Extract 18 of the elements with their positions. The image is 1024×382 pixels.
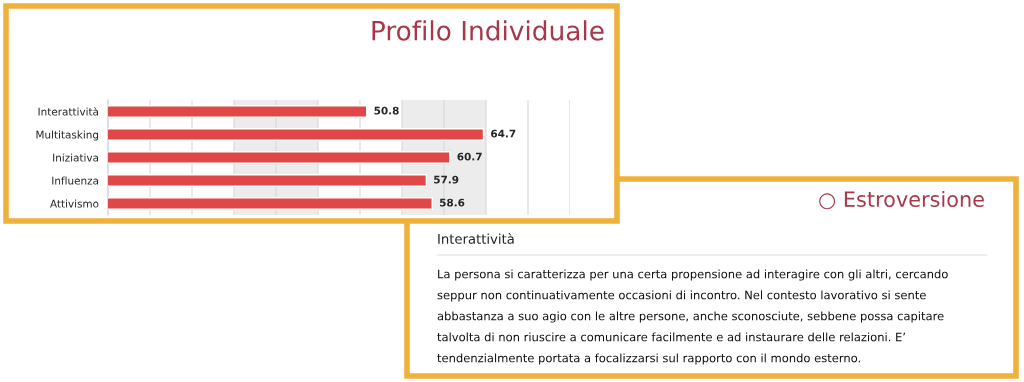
- text: tendenzialmente portata a focalizzarsi sul rapporto con il mondo esterno.: [437, 353, 860, 365]
- y-tick-label: Influenza: [52, 176, 99, 185]
- data-label: 64.7: [491, 129, 516, 138]
- text: La persona si caratterizza per una certa propensione ad interagire con gli altri, cercando: [438, 269, 948, 281]
- y-tick-label: Iniziativa: [53, 153, 99, 162]
- chart-title: Profilo Individuale: [372, 20, 604, 41]
- data-label: 57.9: [434, 175, 459, 184]
- text: seppur non continuativamente occasioni di incontro. Nel contesto lavorativo si sente: [437, 290, 926, 302]
- y-tick-label: Interattività: [38, 107, 99, 116]
- text: ○ Estroversione: [819, 190, 984, 210]
- data-label: 50.8: [374, 106, 399, 115]
- text: abbastanza a suo agio con le altre persone, anche sconosciute, sebbene possa capitare: [437, 311, 944, 323]
- data-label: 60.7: [457, 152, 482, 161]
- y-tick-label: Multitasking: [36, 130, 99, 141]
- text: talvolta di non riuscire a comunicare facilmente e ad instaurare delle relazioni. E’: [437, 332, 905, 342]
- y-tick-label: Attivismo: [50, 199, 99, 208]
- data-label: 58.6: [439, 198, 465, 207]
- text: Interattività: [438, 233, 514, 244]
